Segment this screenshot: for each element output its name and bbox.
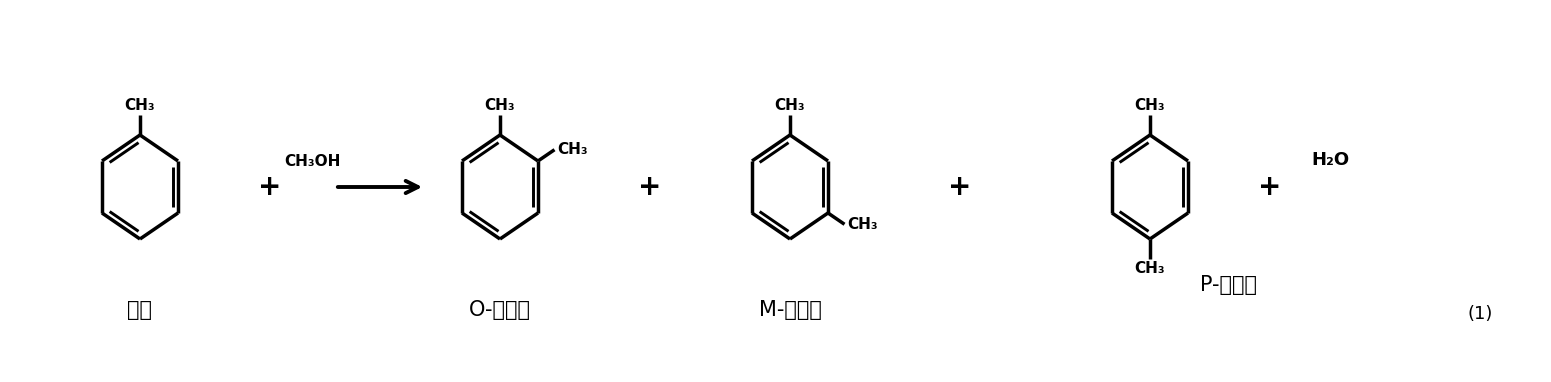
Text: +: + xyxy=(948,173,971,201)
Text: CH₃: CH₃ xyxy=(124,98,155,113)
Text: CH₃: CH₃ xyxy=(485,98,515,113)
Text: +: + xyxy=(1258,173,1281,201)
Text: P-二甲苯: P-二甲苯 xyxy=(1200,275,1256,295)
Text: CH₃: CH₃ xyxy=(1135,98,1165,113)
Text: CH₃: CH₃ xyxy=(1135,261,1165,276)
Text: CH₃OH: CH₃OH xyxy=(284,154,340,169)
Text: M-二甲苯: M-二甲苯 xyxy=(758,300,822,320)
Text: H₂O: H₂O xyxy=(1311,151,1349,169)
Text: CH₃: CH₃ xyxy=(774,98,805,113)
Text: CH₃: CH₃ xyxy=(557,142,588,157)
Text: +: + xyxy=(639,173,662,201)
Text: (1): (1) xyxy=(1467,305,1492,323)
Text: +: + xyxy=(259,173,282,201)
Text: O-二甲苯: O-二甲苯 xyxy=(468,300,530,320)
Text: CH₃: CH₃ xyxy=(847,217,878,232)
Text: 甲苯: 甲苯 xyxy=(127,300,152,320)
